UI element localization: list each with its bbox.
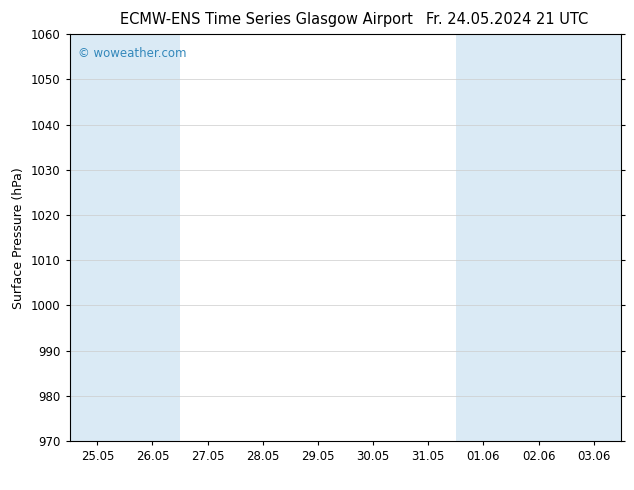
Bar — [566, 34, 621, 441]
Text: Fr. 24.05.2024 21 UTC: Fr. 24.05.2024 21 UTC — [426, 12, 588, 27]
Text: © woweather.com: © woweather.com — [78, 47, 186, 59]
Y-axis label: Surface Pressure (hPa): Surface Pressure (hPa) — [13, 167, 25, 309]
Bar — [125, 34, 180, 441]
Text: ECMW-ENS Time Series Glasgow Airport: ECMW-ENS Time Series Glasgow Airport — [120, 12, 413, 27]
Bar — [456, 34, 511, 441]
Bar — [70, 34, 125, 441]
Bar — [511, 34, 566, 441]
